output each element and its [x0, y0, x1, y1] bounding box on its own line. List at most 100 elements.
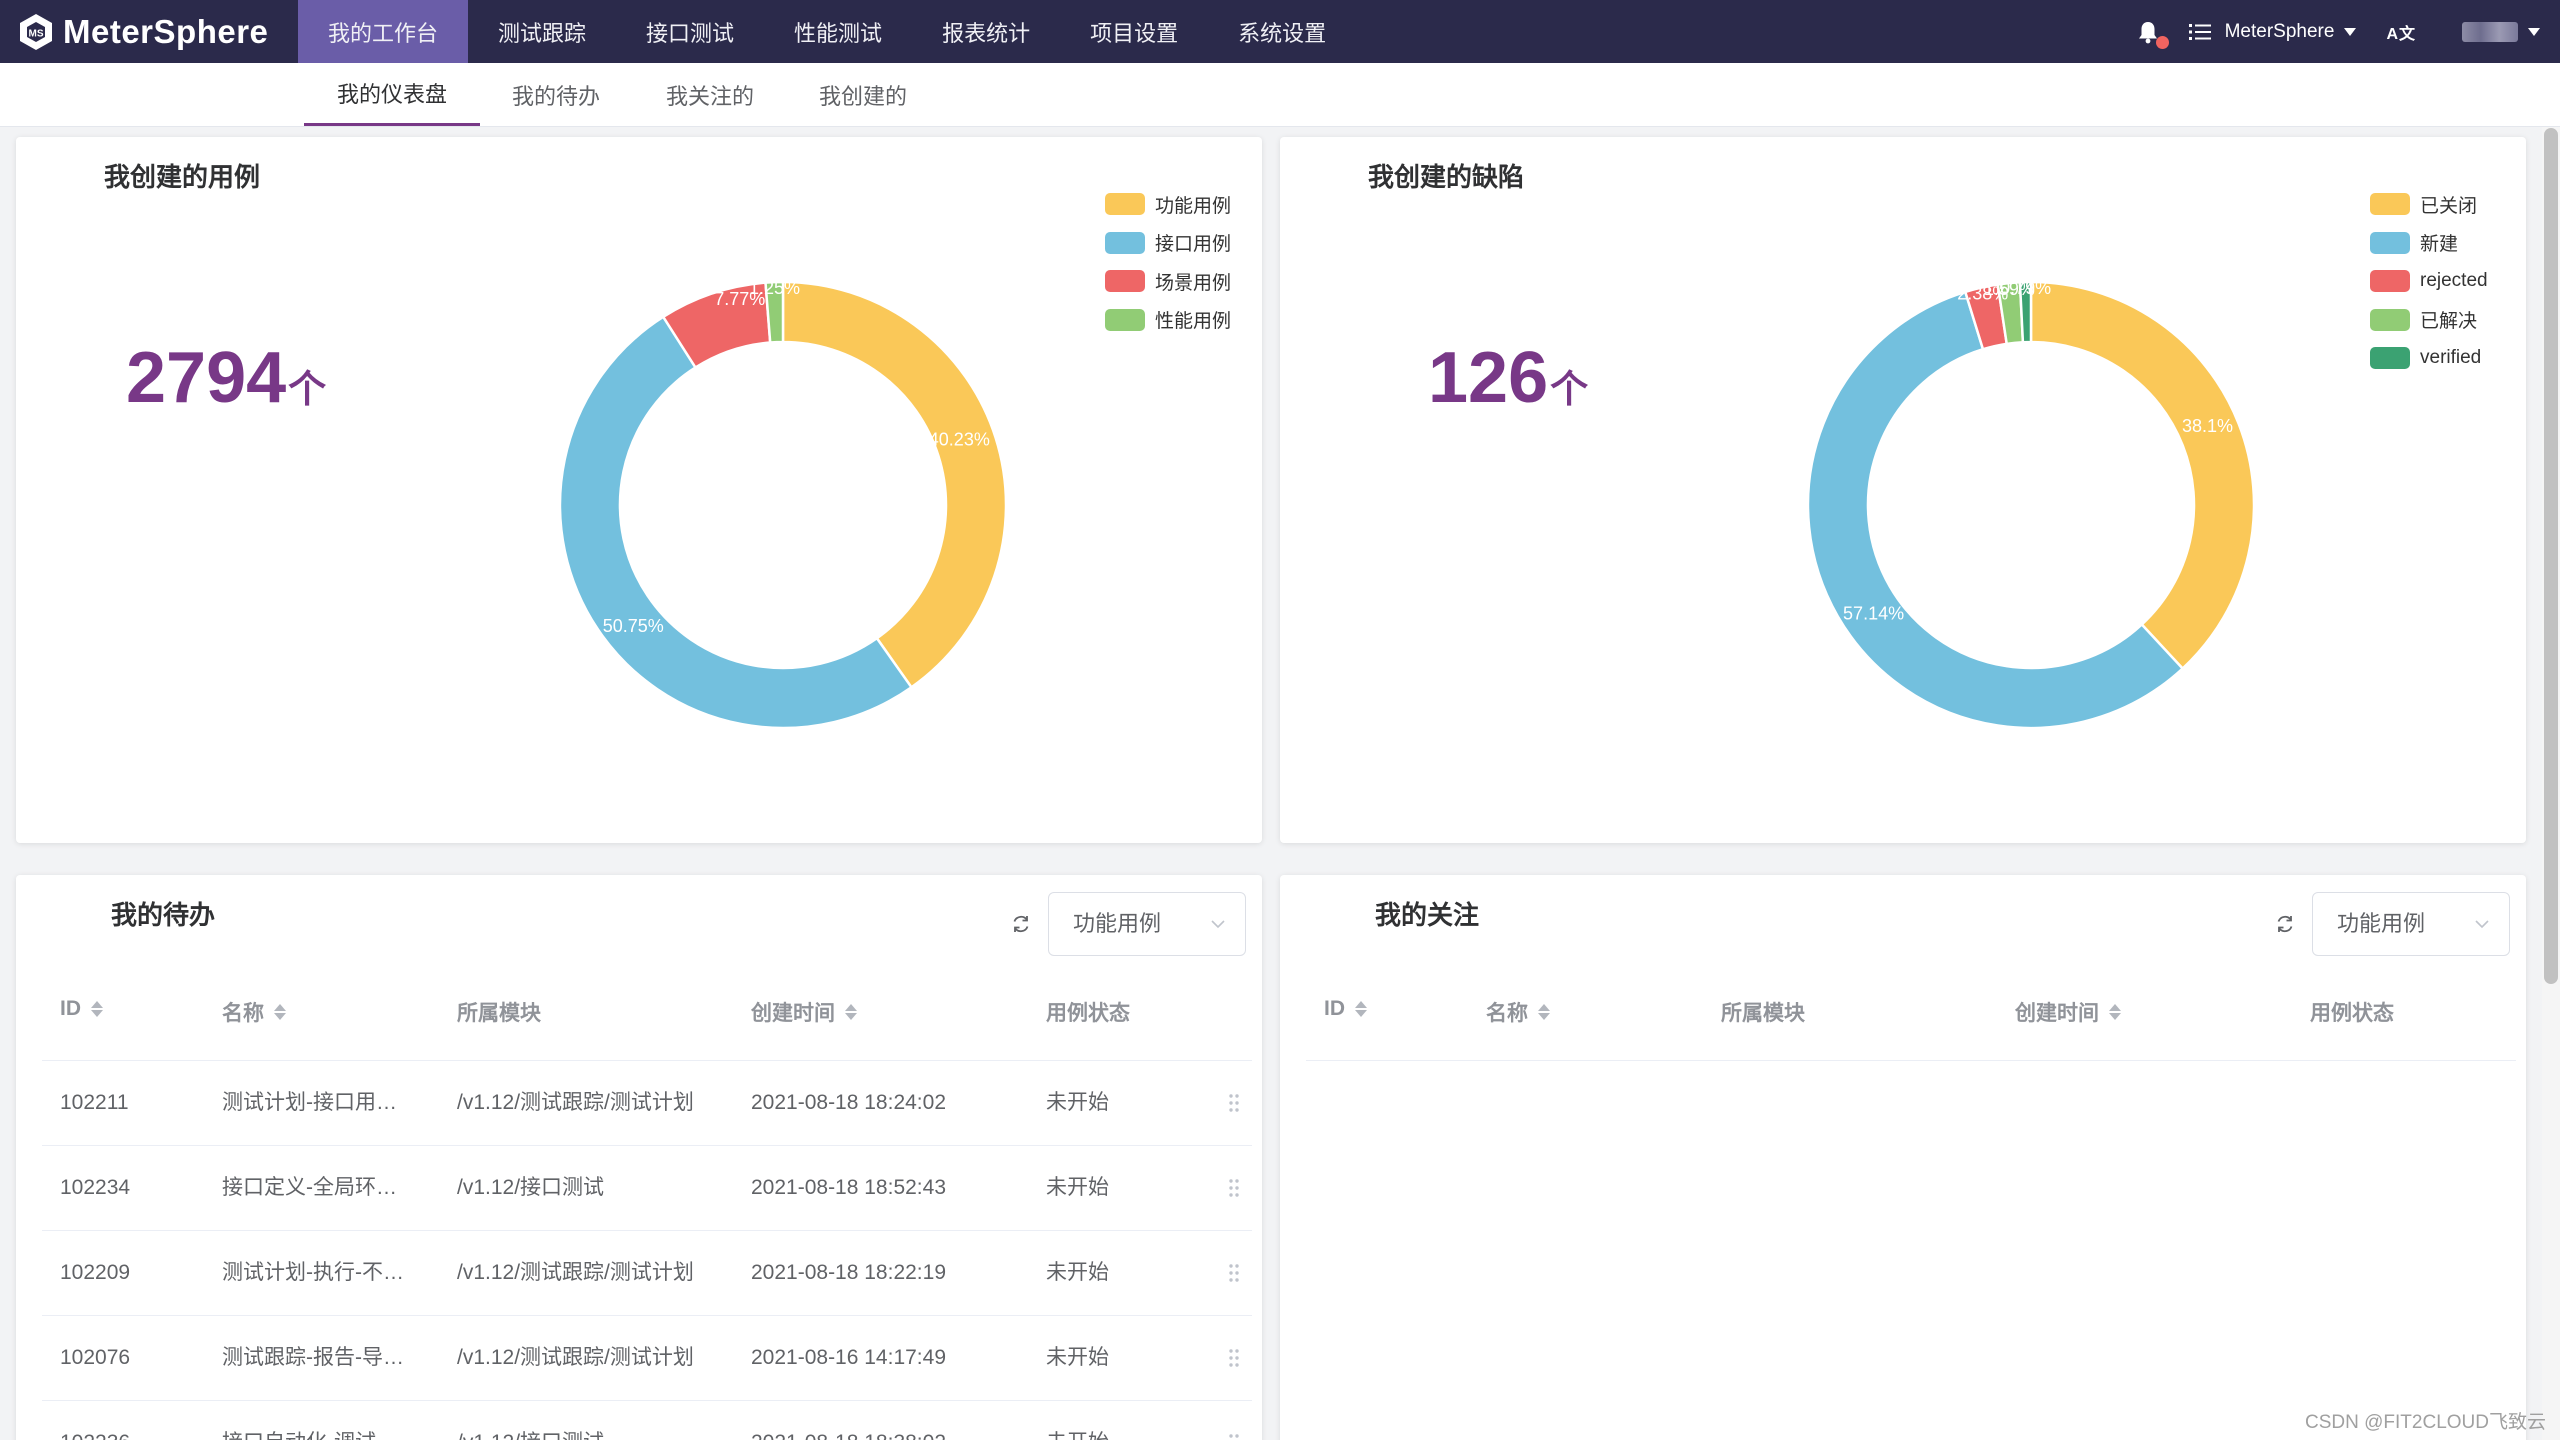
legend-item[interactable]: 性能用例 [1105, 301, 1231, 340]
legend-swatch [2370, 270, 2410, 293]
cell-module: /v1.12/测试跟踪/测试计划 [457, 1091, 694, 1114]
table-row[interactable]: 102236 接口自动化-调试… /v1.12/接口测试 2021-08-18 18:… [42, 1401, 1252, 1440]
legend-swatch [1105, 231, 1145, 254]
header-actions: MeterSphere A文 [2135, 0, 2560, 63]
legend-item[interactable]: rejected [2370, 262, 2488, 301]
chevron-down-icon[interactable] [2344, 27, 2357, 36]
donut-slice[interactable] [558, 315, 914, 730]
notification-badge [2155, 35, 2169, 49]
legend-item[interactable]: 已解决 [2370, 301, 2488, 340]
legend-item[interactable]: 场景用例 [1105, 262, 1231, 301]
sort-icon[interactable] [1538, 1004, 1550, 1020]
user-avatar[interactable] [2462, 21, 2518, 42]
todo-type-select[interactable]: 功能用例 [1048, 892, 1246, 956]
scrollbar-thumb[interactable] [2544, 128, 2558, 984]
cell-name: 接口自动化-调试… [222, 1401, 432, 1440]
col-header-name[interactable]: 名称 [222, 997, 286, 1027]
bug-donut-chart[interactable]: 38.1% 57.14% 2.38%1.59%0.79% [1801, 275, 2261, 735]
legend-label: rejected [2420, 270, 2488, 292]
legend-label: 已关闭 [2420, 195, 2478, 217]
slice-label: 50.75% [603, 616, 664, 636]
sort-icon[interactable] [274, 1004, 286, 1020]
col-created-label: 创建时间 [2015, 1002, 2099, 1025]
case-stats-card: 我创建的用例 2794个 40.23% 50.75% 7.77% 1.25% 功能用例… [16, 137, 1262, 843]
col-id-label: ID [1324, 997, 1345, 1020]
table-row[interactable]: 102076 测试跟踪-报告-导… /v1.12/测试跟踪/测试计划 2021-08-… [42, 1316, 1252, 1401]
col-header-id[interactable]: ID [1324, 997, 1367, 1021]
donut-slice[interactable] [1806, 290, 2185, 730]
col-created-label: 创建时间 [751, 1002, 835, 1025]
language-icon[interactable]: A文 [2386, 25, 2416, 43]
case-donut-chart[interactable]: 40.23% 50.75% 7.77%1.25% [553, 275, 1013, 735]
cell-id: 102211 [60, 1091, 129, 1114]
drag-handle-icon[interactable] [1228, 1093, 1240, 1113]
donut-slice[interactable] [764, 280, 785, 344]
cell-status: 未开始 [1046, 1401, 1166, 1440]
table-row[interactable]: 102209 测试计划-执行-不… /v1.12/测试跟踪/测试计划 2021-08-… [42, 1231, 1252, 1316]
nav-report-stats[interactable]: 报表统计 [942, 20, 1031, 46]
legend-item[interactable]: 已关闭 [2370, 185, 2488, 224]
col-header-id[interactable]: ID [60, 997, 103, 1021]
sort-icon[interactable] [91, 1001, 103, 1017]
nav-api-test[interactable]: 接口测试 [646, 20, 735, 46]
page-scrollbar[interactable] [2542, 127, 2560, 1440]
metersphere-logo-icon: MS [20, 13, 52, 50]
sort-icon[interactable] [1355, 1001, 1367, 1017]
col-module-label: 所属模块 [1721, 1002, 1805, 1025]
sort-icon[interactable] [2109, 1004, 2121, 1020]
follow-type-select[interactable]: 功能用例 [2312, 892, 2510, 956]
cell-name: 测试计划-接口用… [222, 1091, 397, 1114]
nav-workbench[interactable]: 我的工作台 [298, 0, 469, 63]
sort-icon[interactable] [845, 1004, 857, 1020]
legend-item[interactable]: 功能用例 [1105, 185, 1231, 224]
cell-id: 102236 [60, 1401, 200, 1440]
case-count-value: 2794 [126, 338, 287, 418]
legend-label: 新建 [2420, 234, 2459, 256]
case-card-title: 我创建的用例 [104, 162, 261, 192]
col-header-created[interactable]: 创建时间 [2015, 997, 2121, 1027]
drag-handle-icon[interactable] [1228, 1433, 1240, 1440]
legend-label: 功能用例 [1155, 195, 1232, 217]
app-logo[interactable]: MS MeterSphere [0, 0, 298, 63]
nav-performance-test[interactable]: 性能测试 [794, 20, 883, 46]
cell-name: 测试跟踪-报告-导… [222, 1346, 404, 1369]
bell-icon [2138, 21, 2157, 43]
slice-label: 1.59% [1984, 279, 2035, 299]
col-header-status: 用例状态 [1046, 997, 1130, 1027]
donut-slice[interactable] [2018, 280, 2033, 344]
legend-swatch [1105, 308, 1145, 331]
table-header-divider [1306, 1060, 2516, 1061]
donut-slice[interactable] [781, 280, 1008, 690]
project-switcher[interactable]: MeterSphere [2224, 20, 2335, 42]
nav-system-settings[interactable]: 系统设置 [1238, 20, 1327, 46]
project-list-icon[interactable] [2187, 19, 2213, 45]
cell-created: 2021-08-18 18:52:43 [751, 1176, 946, 1199]
donut-slice[interactable] [2029, 280, 2256, 671]
user-menu-chevron-icon[interactable] [2528, 27, 2540, 36]
legend-item[interactable]: 新建 [2370, 224, 2488, 263]
tab-my-created[interactable]: 我创建的 [818, 83, 907, 109]
cell-status: 未开始 [1046, 1261, 1109, 1284]
nav-project-settings[interactable]: 项目设置 [1090, 20, 1179, 46]
notification-button[interactable] [2135, 19, 2169, 49]
col-header-name[interactable]: 名称 [1486, 997, 1550, 1027]
tab-my-todo[interactable]: 我的待办 [511, 83, 600, 109]
refresh-icon[interactable] [2274, 913, 2296, 935]
table-row[interactable]: 102211 测试计划-接口用… /v1.12/测试跟踪/测试计划 2021-08-1… [42, 1061, 1252, 1146]
cell-created: 2021-08-18 18:38:02 [751, 1401, 1011, 1440]
legend-item[interactable]: 接口用例 [1105, 224, 1231, 263]
legend-item[interactable]: verified [2370, 339, 2488, 378]
table-row[interactable]: 102234 接口定义-全局环… /v1.12/接口测试 2021-08-18 18:… [42, 1146, 1252, 1231]
drag-handle-icon[interactable] [1228, 1263, 1240, 1283]
tab-my-dashboard[interactable]: 我的仪表盘 [304, 63, 480, 126]
col-name-label: 名称 [222, 1002, 264, 1025]
slice-label: 38.1% [2182, 416, 2233, 436]
drag-handle-icon[interactable] [1228, 1348, 1240, 1368]
drag-handle-icon[interactable] [1228, 1178, 1240, 1198]
nav-test-track[interactable]: 测试跟踪 [498, 20, 587, 46]
tab-my-following[interactable]: 我关注的 [665, 83, 754, 109]
top-navbar: MS MeterSphere 我的工作台 测试跟踪 接口测试 性能测试 报表统计… [0, 0, 2560, 63]
refresh-icon[interactable] [1010, 913, 1032, 935]
col-header-created[interactable]: 创建时间 [751, 997, 857, 1027]
legend-swatch [2370, 308, 2410, 331]
